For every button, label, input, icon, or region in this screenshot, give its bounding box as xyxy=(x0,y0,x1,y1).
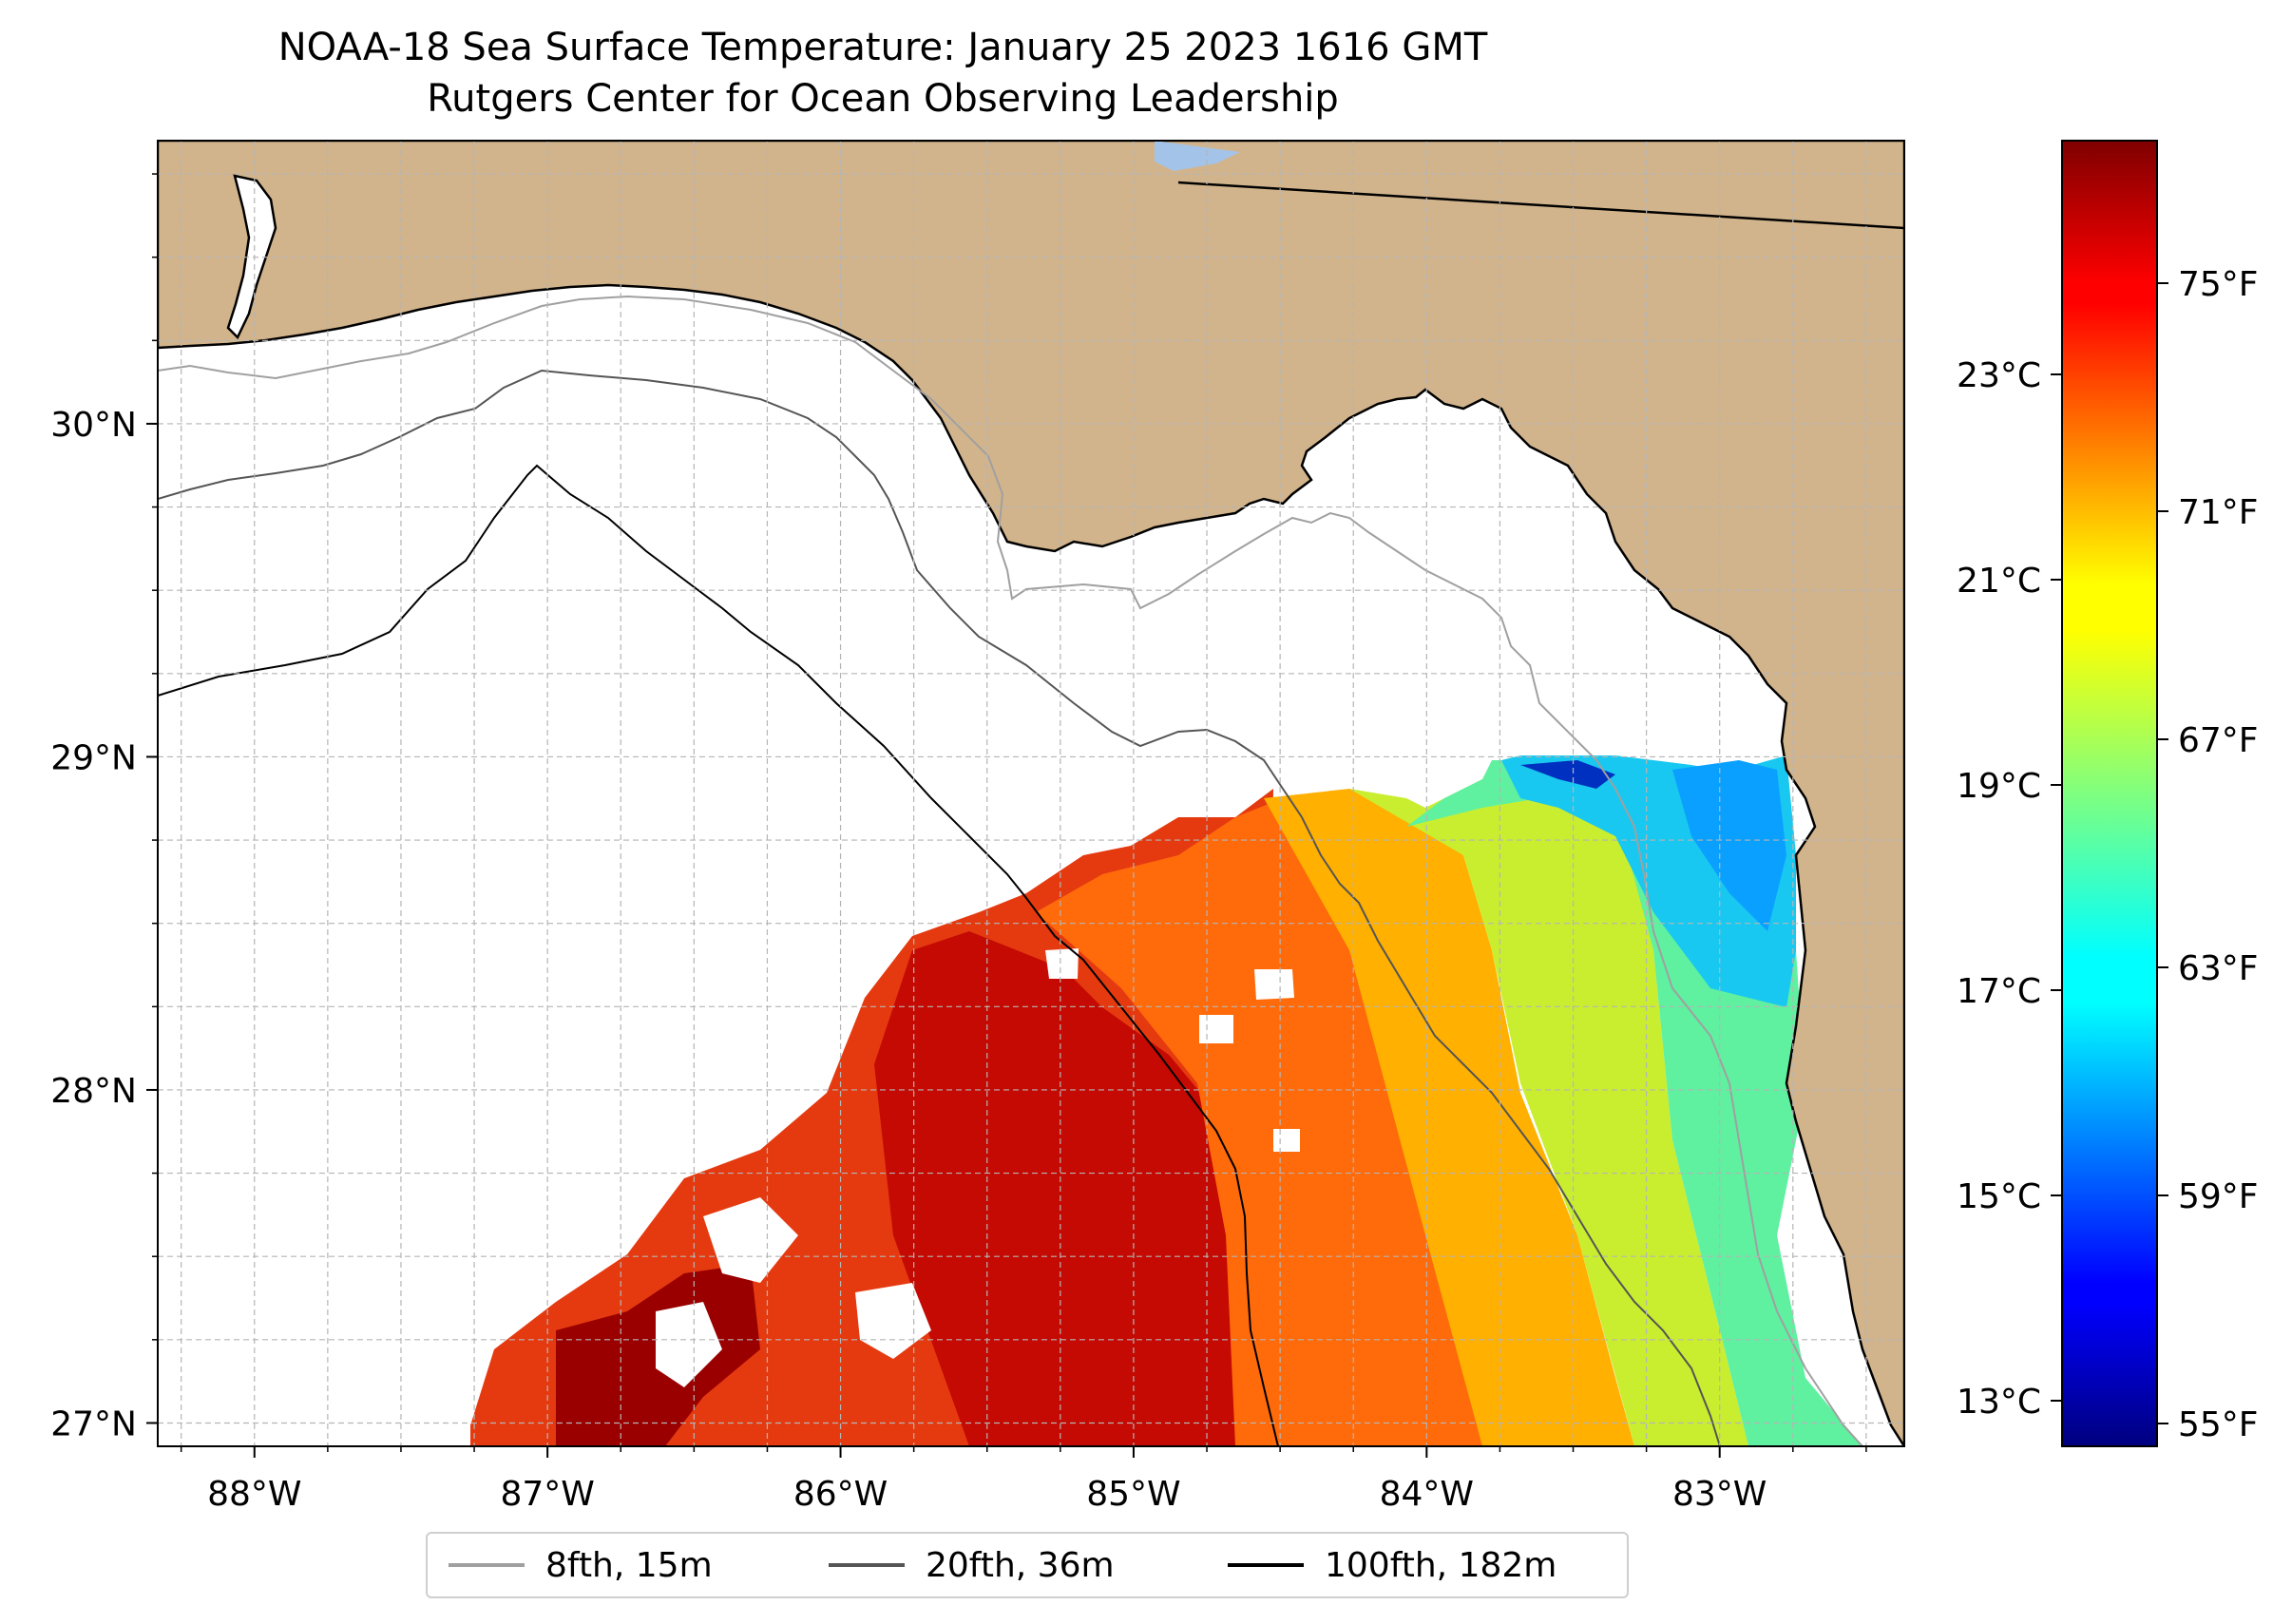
legend-swatch-8fth xyxy=(449,1563,525,1567)
lat-tick-label: 30°N xyxy=(50,406,137,445)
lon-tick-label: 88°W xyxy=(207,1475,301,1514)
lon-tick-label: 84°W xyxy=(1380,1475,1474,1514)
bathymetry-contours xyxy=(158,295,1863,1446)
legend-item-8fth: 8fth, 15m xyxy=(449,1534,713,1596)
contour-legend: 8fth, 15m 20fth, 36m 100fth, 182m xyxy=(426,1532,1629,1598)
colorbar-c-label: 13°C xyxy=(1957,1383,2041,1422)
state-boundary xyxy=(1177,181,1904,230)
lon-tick-label: 83°W xyxy=(1672,1475,1767,1514)
map-frame xyxy=(157,140,1905,1447)
contour-8fth xyxy=(158,295,1863,1446)
colorbar-f-label: 55°F xyxy=(2178,1405,2259,1444)
lon-tick-label: 87°W xyxy=(500,1475,594,1514)
legend-item-100fth: 100fth, 182m xyxy=(1228,1534,1557,1596)
title-line-1: NOAA-18 Sea Surface Temperature: January… xyxy=(277,26,1488,69)
legend-label-8fth: 8fth, 15m xyxy=(545,1545,713,1585)
lat-tick-label: 27°N xyxy=(50,1404,137,1443)
colorbar-f-label: 59°F xyxy=(2178,1177,2259,1216)
legend-item-20fth: 20fth, 36m xyxy=(829,1534,1115,1596)
colorbar-c-label: 15°C xyxy=(1957,1177,2041,1216)
contour-100fth xyxy=(158,464,1279,1446)
colorbar-c-label: 17°C xyxy=(1957,972,2041,1011)
legend-swatch-20fth xyxy=(829,1563,905,1567)
lon-tick-label: 85°W xyxy=(1086,1475,1180,1514)
lat-tick-label: 28°N xyxy=(50,1072,137,1111)
lake xyxy=(1155,141,1240,171)
colorbar-f-label: 75°F xyxy=(2178,265,2259,304)
colorbar xyxy=(2061,140,2158,1447)
colorbar-f-label: 71°F xyxy=(2178,493,2259,532)
contour-20fth xyxy=(158,369,1721,1446)
colorbar-fahrenheit-axis: 55°F 59°F 63°F 67°F 71°F 75°F xyxy=(2157,265,2259,1444)
legend-swatch-100fth xyxy=(1228,1563,1304,1567)
lat-tick-label: 29°N xyxy=(50,738,137,777)
colorbar-c-label: 23°C xyxy=(1957,356,2041,395)
sst-field xyxy=(470,755,1862,1446)
longitude-axis: 88°W 87°W 86°W 85°W 84°W 83°W xyxy=(180,1446,1867,1514)
title-line-2: Rutgers Center for Ocean Observing Leade… xyxy=(427,77,1339,121)
gridlines xyxy=(158,141,1904,1446)
legend-label-100fth: 100fth, 182m xyxy=(1325,1545,1557,1585)
colorbar-c-label: 19°C xyxy=(1957,767,2041,806)
colorbar-f-label: 63°F xyxy=(2178,949,2259,988)
colorbar-celsius-axis: 13°C 15°C 17°C 19°C 21°C 23°C xyxy=(1957,356,2062,1422)
colorbar-f-label: 67°F xyxy=(2178,721,2259,760)
land-mass xyxy=(158,141,1904,1446)
lon-tick-label: 86°W xyxy=(793,1475,888,1514)
colorbar-c-label: 21°C xyxy=(1957,562,2041,601)
latitude-axis: 27°N 28°N 29°N 30°N xyxy=(50,173,158,1443)
legend-label-20fth: 20fth, 36m xyxy=(926,1545,1115,1585)
